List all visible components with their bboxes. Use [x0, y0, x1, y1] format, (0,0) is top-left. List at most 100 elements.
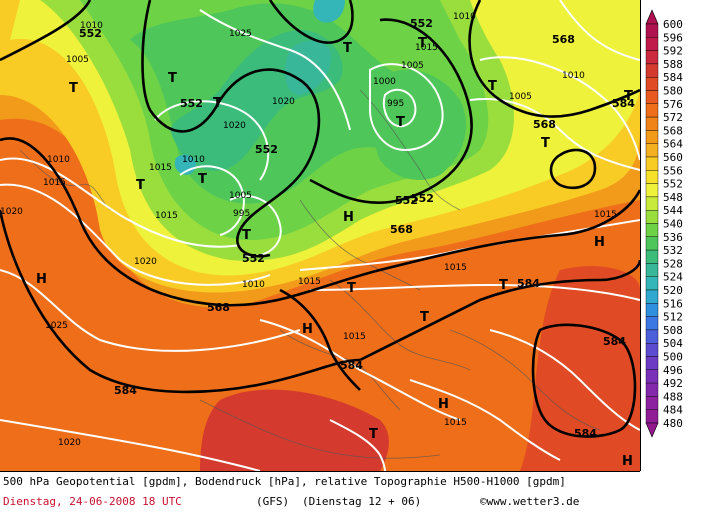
legend-level-label: 536 — [663, 231, 683, 244]
legend-swatch — [645, 156, 659, 171]
legend-level-label: 480 — [663, 417, 683, 430]
legend-level-label: 552 — [663, 178, 683, 191]
legend-swatch — [645, 170, 659, 184]
map-canvas: 552 552 552 552 552 552 568 568 568 568 … — [0, 0, 640, 471]
legend-level-label: 592 — [663, 45, 683, 58]
pressure-label: 1005 — [401, 61, 424, 71]
pressure-label: 1000 — [373, 77, 396, 87]
pressure-label: 1020 — [223, 121, 246, 131]
legend-level-label: 524 — [663, 271, 683, 284]
pressure-label: 1015 — [149, 163, 172, 173]
pressure-label: 1015 — [444, 418, 467, 428]
low-marker: T — [369, 427, 378, 442]
legend-level-label: 532 — [663, 244, 683, 257]
height-label: 584 — [517, 277, 540, 290]
low-marker: T — [168, 71, 177, 86]
height-label: 584 — [612, 97, 635, 110]
legend-level-label: 528 — [663, 257, 683, 270]
pressure-label: 1025 — [45, 321, 68, 331]
legend-level-label: 556 — [663, 164, 683, 177]
legend-level-label: 560 — [663, 151, 683, 164]
legend-level-label: 572 — [663, 111, 683, 124]
field-524 — [313, 0, 345, 23]
high-markers: H H H H H H — [36, 210, 633, 469]
pressure-label: 1020 — [134, 257, 157, 267]
legend-swatch — [645, 409, 659, 424]
pressure-label: 1005 — [509, 92, 532, 102]
model-name: (GFS) — [256, 495, 290, 508]
map-description: 500 hPa Geopotential [gpdm], Bodendruck … — [3, 475, 566, 488]
height-label: 584 — [574, 427, 597, 440]
legend-level-label: 512 — [663, 311, 683, 324]
high-marker: H — [36, 272, 47, 287]
height-label: 584 — [340, 359, 363, 372]
low-marker: T — [242, 228, 251, 243]
high-marker: H — [594, 235, 605, 250]
pressure-label: 1010 — [47, 155, 70, 165]
pressure-labels: 1010 1005 1025 1020 1020 1010 995 1005 1… — [0, 12, 617, 448]
legend-canvas: 6005965925885845805765725685645605565525… — [645, 9, 683, 438]
model-run: (Dienstag 12 + 06) — [302, 495, 422, 508]
height-label: 584 — [114, 384, 137, 397]
pressure-label: 995 — [233, 209, 250, 219]
height-label: 568 — [533, 118, 556, 131]
low-marker: T — [488, 79, 497, 94]
pressure-label: 1010 — [242, 280, 265, 290]
legend-level-label: 492 — [663, 377, 683, 390]
pressure-label: 1010 — [80, 21, 103, 31]
legend-arrow-bottom — [645, 422, 659, 438]
legend-level-label: 600 — [663, 18, 683, 31]
low-marker: T — [69, 81, 78, 96]
legend-level-label: 508 — [663, 324, 683, 337]
high-marker: H — [343, 210, 354, 225]
height-label: 552 — [411, 192, 434, 205]
pressure-label: 1020 — [58, 438, 81, 448]
pressure-label: 1010 — [562, 71, 585, 81]
pressure-label: 1005 — [66, 55, 89, 65]
pressure-label: 1015 — [343, 332, 366, 342]
legend-level-label: 544 — [663, 204, 683, 217]
legend-swatch — [645, 63, 659, 78]
legend-level-label: 568 — [663, 124, 683, 137]
legend-swatch — [645, 90, 659, 105]
legend-swatch — [645, 209, 659, 224]
low-marker: T — [624, 89, 633, 104]
legend-swatch — [645, 249, 659, 264]
legend-swatch — [645, 369, 659, 384]
height-label: 568 — [207, 301, 230, 314]
pressure-label: 1015 — [43, 178, 66, 188]
legend-level-label: 596 — [663, 31, 683, 44]
high-marker: H — [302, 322, 313, 337]
legend-swatch — [645, 76, 659, 91]
legend-swatch — [645, 23, 659, 38]
map-footer: 500 hPa Geopotential [gpdm], Bodendruck … — [0, 471, 640, 514]
legend-swatch — [645, 289, 659, 304]
isobars — [0, 0, 640, 471]
high-marker: H — [622, 454, 633, 469]
legend-swatch — [645, 116, 659, 131]
low-marker: T — [198, 172, 207, 187]
height-labels: 552 552 552 552 552 552 568 568 568 568 … — [79, 17, 635, 440]
legend-level-label: 484 — [663, 404, 683, 417]
weather-map: 552 552 552 552 552 552 568 568 568 568 … — [0, 0, 641, 471]
legend-swatch — [645, 223, 659, 238]
legend-level-label: 564 — [663, 138, 683, 151]
legend-swatch — [645, 316, 659, 331]
height-label: 568 — [552, 33, 575, 46]
legend-swatch — [645, 276, 659, 291]
pressure-label: 1005 — [229, 191, 252, 201]
legend-level-label: 576 — [663, 98, 683, 111]
legend-level-label: 496 — [663, 364, 683, 377]
height-label: 552 — [180, 97, 203, 110]
pressure-label: 1015 — [594, 210, 617, 220]
legend-level-label: 500 — [663, 351, 683, 364]
legend-swatch — [645, 196, 659, 211]
height-label: 552 — [255, 143, 278, 156]
legend-level-label: 584 — [663, 71, 683, 84]
field-588-south — [200, 389, 389, 471]
legend-arrow-top — [645, 9, 659, 25]
field-584-east — [520, 266, 640, 471]
height-label: 568 — [390, 223, 413, 236]
pressure-label: 1020 — [272, 97, 295, 107]
legend-swatch — [645, 50, 659, 65]
